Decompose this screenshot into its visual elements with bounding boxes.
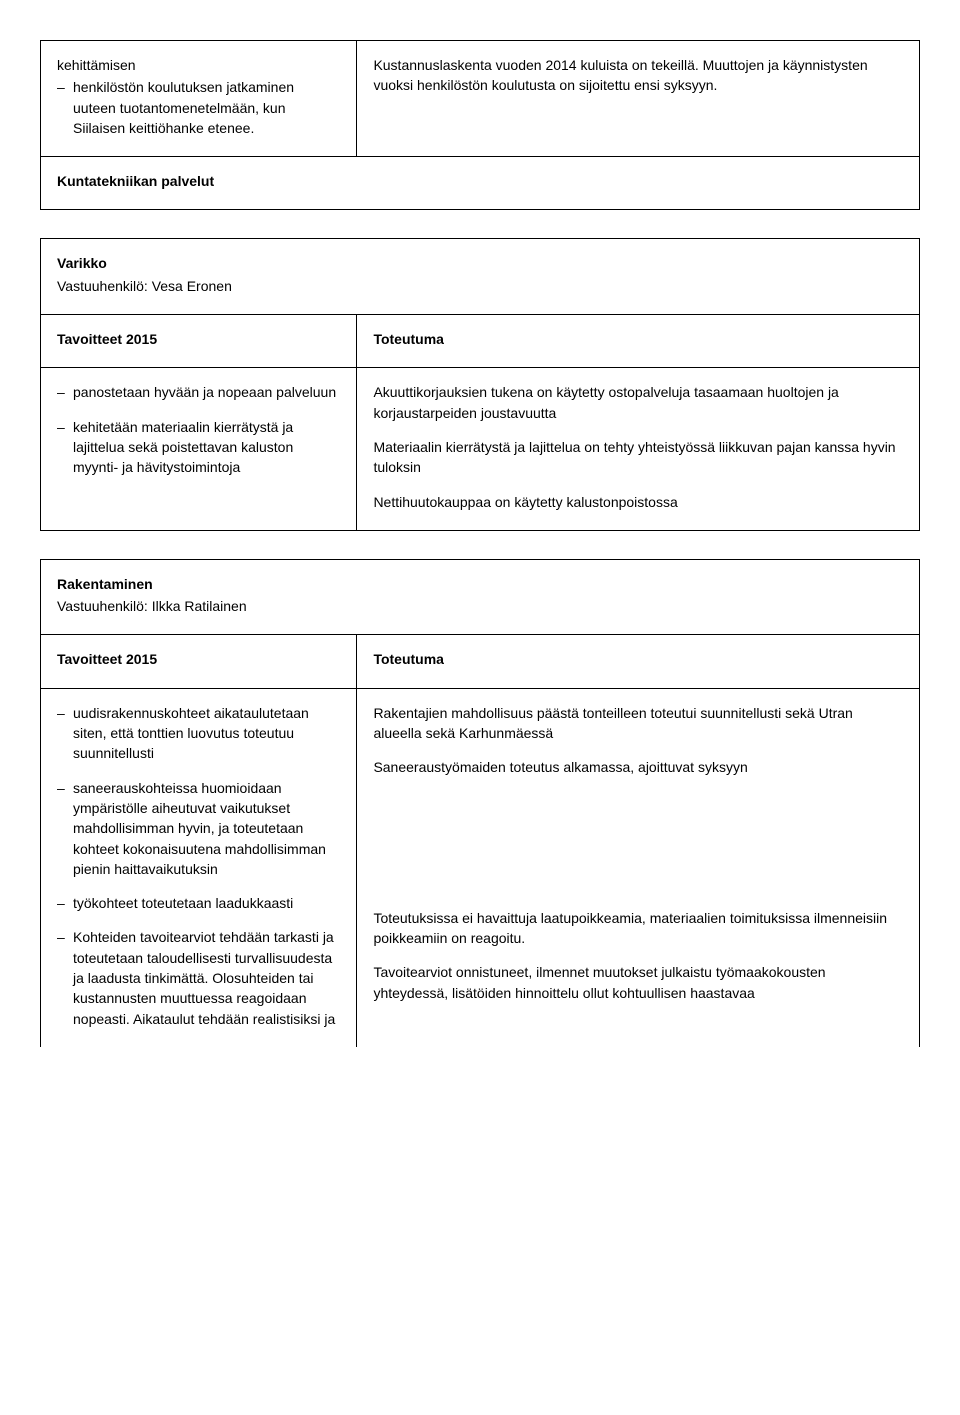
table-1: kehittämisen henkilöstön koulutuksen jat… <box>40 40 920 210</box>
t2-heading: Varikko <box>57 253 903 273</box>
table-3: Rakentaminen Vastuuhenkilö: Ilkka Ratila… <box>40 559 920 1047</box>
t3-left-body: uudisrakennuskohteet aikataulutetaan sit… <box>41 688 357 1047</box>
t2-responsible: Vastuuhenkilö: Vesa Eronen <box>57 276 903 296</box>
t3-col-right-header: Toteutuma <box>357 635 920 688</box>
paragraph: Kustannuslaskenta vuoden 2014 kuluista o… <box>373 55 903 96</box>
paragraph: Rakentajien mahdollisuus päästä tonteill… <box>373 703 903 744</box>
list-item: saneerauskohteissa huomioidaan ympäristö… <box>57 778 340 879</box>
paragraph: Toteutuksissa ei havaittuja laatupoikkea… <box>373 908 903 949</box>
t1-left-cell: kehittämisen henkilöstön koulutuksen jat… <box>41 41 357 157</box>
t3-col-left-header: Tavoitteet 2015 <box>41 635 357 688</box>
t1-section-title-cell: Kuntatekniikan palvelut <box>41 157 920 210</box>
section-title: Kuntatekniikan palvelut <box>57 173 214 189</box>
list-item: Kohteiden tavoitearviot tehdään tarkasti… <box>57 927 340 1028</box>
t2-col-right-header: Toteutuma <box>357 315 920 368</box>
paragraph: Saneeraustyömaiden toteutus alkamassa, a… <box>373 757 903 777</box>
t3-heading: Rakentaminen <box>57 574 903 594</box>
t3-heading-cell: Rakentaminen Vastuuhenkilö: Ilkka Ratila… <box>41 559 920 635</box>
paragraph: Materiaalin kierrätystä ja lajittelua on… <box>373 437 903 478</box>
t3-left-list: uudisrakennuskohteet aikataulutetaan sit… <box>57 703 340 1029</box>
t2-left-list: panostetaan hyvään ja nopeaan palveluun … <box>57 382 340 477</box>
list-item: kehitetään materiaalin kierrätystä ja la… <box>57 417 340 478</box>
t3-right-body: Rakentajien mahdollisuus päästä tonteill… <box>357 688 920 1047</box>
paragraph: Akuuttikorjauksien tukena on käytetty os… <box>373 382 903 423</box>
table-2: Varikko Vastuuhenkilö: Vesa Eronen Tavoi… <box>40 238 920 530</box>
list-item: henkilöstön koulutuksen jatkaminen uutee… <box>57 77 340 138</box>
t2-left-body: panostetaan hyvään ja nopeaan palveluun … <box>41 368 357 530</box>
t1-left-list: henkilöstön koulutuksen jatkaminen uutee… <box>57 77 340 138</box>
paragraph: Tavoitearviot onnistuneet, ilmennet muut… <box>373 962 903 1003</box>
t3-responsible: Vastuuhenkilö: Ilkka Ratilainen <box>57 596 903 616</box>
list-item: uudisrakennuskohteet aikataulutetaan sit… <box>57 703 340 764</box>
t1-pretext: kehittämisen <box>57 55 340 75</box>
paragraph: Nettihuutokauppaa on käytetty kalustonpo… <box>373 492 903 512</box>
list-item: työkohteet toteutetaan laadukkaasti <box>57 893 340 913</box>
t2-col-left-header: Tavoitteet 2015 <box>41 315 357 368</box>
t1-right-cell: Kustannuslaskenta vuoden 2014 kuluista o… <box>357 41 920 157</box>
list-item: panostetaan hyvään ja nopeaan palveluun <box>57 382 340 402</box>
t2-heading-cell: Varikko Vastuuhenkilö: Vesa Eronen <box>41 239 920 315</box>
t2-right-body: Akuuttikorjauksien tukena on käytetty os… <box>357 368 920 530</box>
